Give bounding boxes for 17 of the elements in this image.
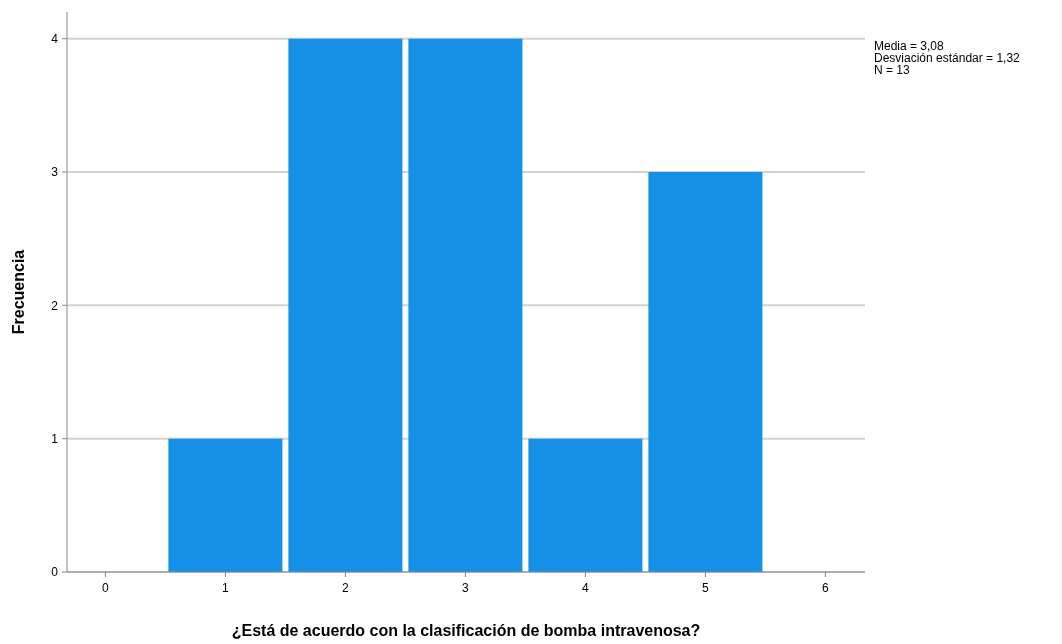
x-tick-label: 5 [702, 581, 710, 595]
x-tick-label: 2 [342, 581, 350, 595]
y-tick-label: 2 [51, 298, 59, 313]
text: Media = 3,08 [874, 39, 945, 53]
text: N = 13 [874, 63, 911, 77]
x-tick-label: 4 [582, 581, 590, 595]
y-tick-label: 1 [51, 431, 59, 446]
x-tick-label: 0 [102, 581, 110, 595]
y-tick-label: 0 [51, 565, 59, 580]
x-axis-title: ¿Está de acuerdo con la clasificación de bomba intravenosa? [231, 622, 701, 639]
x-tick-label: 6 [822, 581, 830, 595]
text: Desviación estándar = 1,32 [874, 51, 1021, 65]
x-tick-label: 1 [222, 581, 230, 595]
x-tick-label: 3 [462, 581, 470, 595]
y-tick-label: 4 [51, 31, 59, 46]
y-tick-label: 3 [51, 165, 59, 180]
y-axis-title: Frecuencia [10, 249, 27, 335]
